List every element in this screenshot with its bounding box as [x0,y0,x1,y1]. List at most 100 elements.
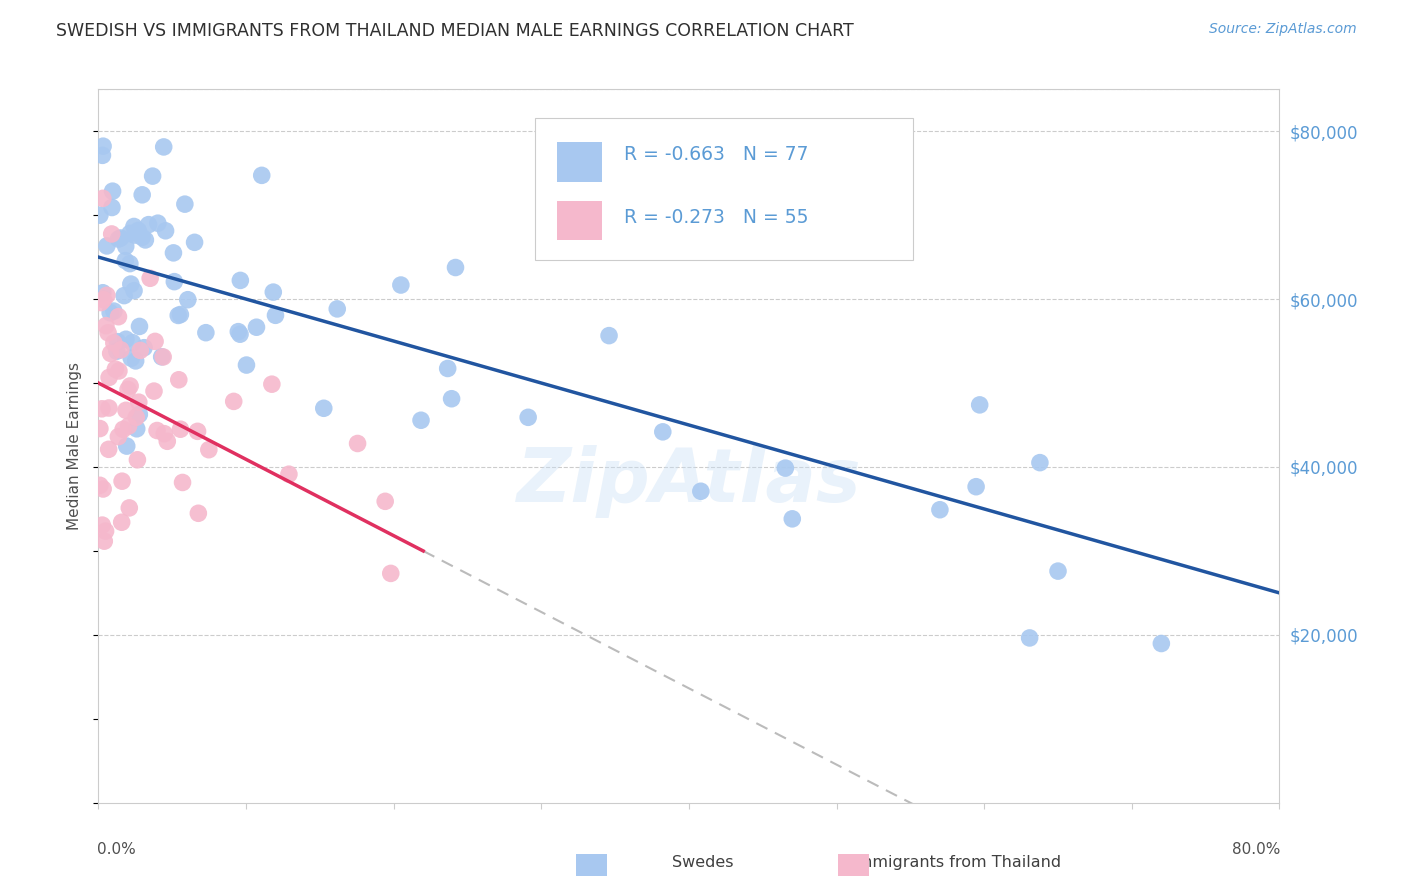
Point [91,139,114,153]
Point [97,326,120,340]
Point [110,231,132,245]
Point [91,148,114,162]
Point [150,350,173,364]
Point [517,410,540,425]
Point [245,320,267,334]
Point [127,452,149,467]
Text: 80.0%: 80.0% [1232,842,1281,857]
Point [124,354,146,368]
Point [103,335,125,350]
Point [440,392,463,406]
Point [138,218,160,232]
Point [94,318,117,333]
Point [187,506,209,520]
Text: 0.0%: 0.0% [97,842,136,857]
Point [598,328,620,343]
Point [98,306,121,320]
Point [155,224,177,238]
Point [167,373,190,387]
Point [1046,564,1070,578]
Text: Swedes: Swedes [672,855,734,870]
Point [96,288,118,302]
Text: ZipAtlas: ZipAtlas [516,445,862,518]
Point [129,343,152,358]
Point [651,425,673,439]
Point [115,439,138,453]
Point [111,515,134,529]
Point [177,293,200,307]
Point [132,341,155,355]
Point [153,426,176,441]
Point [114,253,136,268]
Point [91,191,114,205]
Point [122,284,145,298]
Point [264,308,287,322]
Text: SWEDISH VS IMMIGRANTS FROM THAILAND MEDIAN MALE EARNINGS CORRELATION CHART: SWEDISH VS IMMIGRANTS FROM THAILAND MEDI… [56,22,853,40]
Point [312,401,335,416]
Point [117,383,139,397]
Point [1150,636,1173,650]
Point [187,425,209,439]
Point [89,208,111,222]
Point [107,430,129,444]
Point [436,361,458,376]
Point [93,293,115,307]
Point [152,140,174,154]
Point [107,334,129,349]
Point [167,309,190,323]
Point [156,434,179,449]
Point [969,398,991,412]
Point [143,384,166,398]
Point [97,401,120,415]
Point [929,502,952,516]
Point [100,227,122,241]
Point [107,310,129,324]
Point [128,395,150,409]
Point [127,223,149,237]
Point [120,227,142,241]
Point [122,219,145,234]
Point [107,232,129,246]
Point [229,273,252,287]
Point [96,239,118,253]
Point [98,370,121,384]
Point [198,442,221,457]
Point [120,379,142,393]
Point [125,422,148,436]
Point [91,401,114,416]
Point [118,419,141,434]
Point [101,201,124,215]
Point [120,351,142,366]
Point [115,332,138,346]
Point [260,377,283,392]
Point [374,494,396,508]
Text: R = -0.273   N = 55: R = -0.273 N = 55 [624,208,808,227]
Y-axis label: Median Male Earnings: Median Male Earnings [67,362,83,530]
Point [380,566,402,581]
Point [172,475,194,490]
Point [94,524,117,538]
Point [134,233,156,247]
Point [162,245,184,260]
Point [409,413,432,427]
Point [173,197,195,211]
Point [965,480,987,494]
Point [112,422,135,436]
Text: R = -0.663   N = 77: R = -0.663 N = 77 [624,145,808,164]
Point [89,421,111,435]
Point [262,285,284,299]
Point [91,518,114,533]
Point [91,285,114,300]
Point [235,358,257,372]
Point [101,184,124,198]
Point [103,304,125,318]
Point [346,436,368,450]
Point [782,512,804,526]
Point [1029,456,1052,470]
Point [326,301,349,316]
Point [125,410,148,425]
Point [121,335,143,350]
Point [128,408,150,422]
Point [104,362,127,376]
FancyBboxPatch shape [536,118,914,260]
